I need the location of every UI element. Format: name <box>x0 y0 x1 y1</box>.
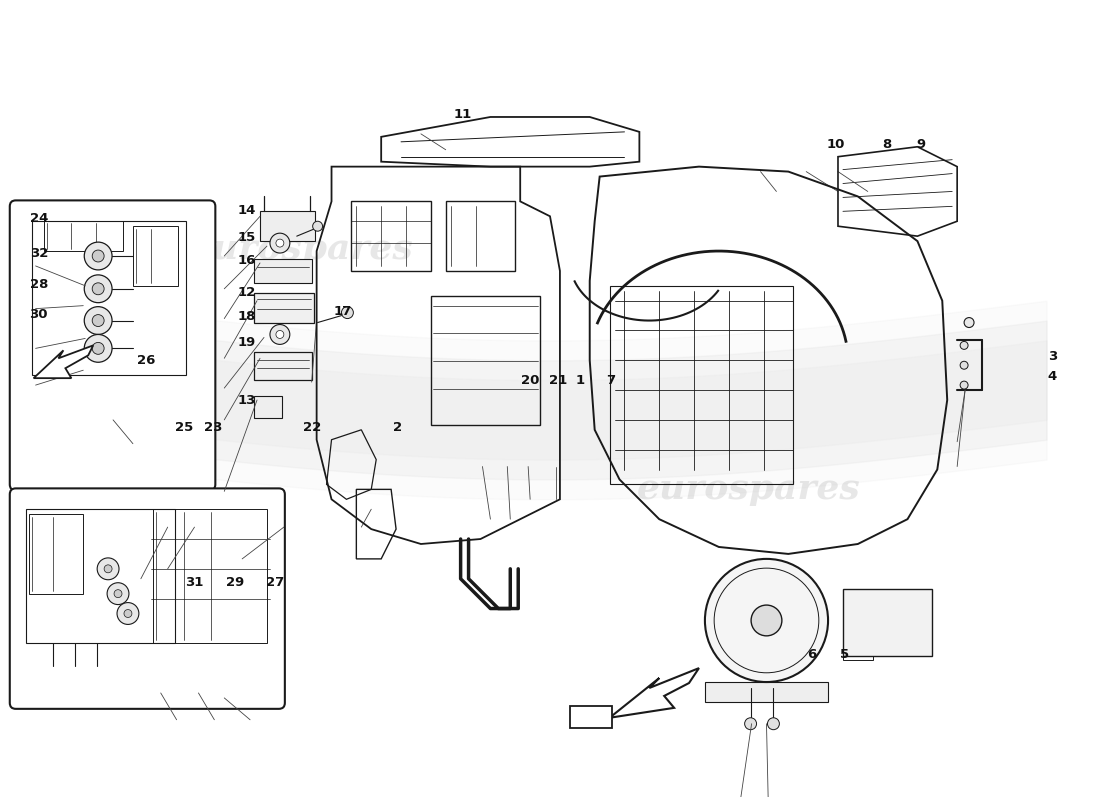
Bar <box>260 211 315 241</box>
Bar <box>29 514 84 594</box>
Circle shape <box>960 381 968 389</box>
Circle shape <box>92 342 104 354</box>
Bar <box>254 293 314 322</box>
Bar <box>843 589 933 656</box>
Circle shape <box>341 306 353 318</box>
Circle shape <box>768 718 780 730</box>
Text: 10: 10 <box>827 138 846 150</box>
Circle shape <box>85 306 112 334</box>
Text: 4: 4 <box>1048 370 1057 382</box>
Circle shape <box>751 605 782 636</box>
Circle shape <box>92 314 104 326</box>
Bar <box>153 510 267 643</box>
Polygon shape <box>34 346 94 378</box>
Bar <box>446 202 515 271</box>
Text: 22: 22 <box>302 422 321 434</box>
Text: 18: 18 <box>238 310 255 323</box>
Text: 28: 28 <box>30 278 48 291</box>
Text: 20: 20 <box>521 374 539 386</box>
Circle shape <box>312 222 322 231</box>
Text: 13: 13 <box>238 394 255 406</box>
Circle shape <box>92 283 104 294</box>
Text: 30: 30 <box>30 308 48 321</box>
Bar <box>431 296 540 425</box>
Bar <box>570 706 612 728</box>
Circle shape <box>960 362 968 370</box>
Text: 25: 25 <box>175 422 194 434</box>
Text: 23: 23 <box>205 422 222 434</box>
Text: 19: 19 <box>238 336 255 350</box>
Bar <box>351 202 431 271</box>
Circle shape <box>85 242 112 270</box>
Circle shape <box>92 250 104 262</box>
Bar <box>609 286 793 485</box>
Circle shape <box>85 334 112 362</box>
Circle shape <box>270 325 289 344</box>
Text: 9: 9 <box>916 138 926 150</box>
Bar <box>254 259 311 283</box>
Circle shape <box>960 342 968 350</box>
Text: 8: 8 <box>882 138 891 150</box>
Circle shape <box>964 318 974 327</box>
Bar <box>44 222 123 251</box>
Circle shape <box>270 233 289 253</box>
FancyBboxPatch shape <box>10 488 285 709</box>
Text: 21: 21 <box>549 374 566 386</box>
Circle shape <box>124 610 132 618</box>
Bar <box>254 352 311 380</box>
Text: 5: 5 <box>840 648 849 661</box>
Circle shape <box>85 275 112 302</box>
Text: 16: 16 <box>238 254 255 267</box>
Text: 31: 31 <box>185 576 204 590</box>
Text: 11: 11 <box>453 107 472 121</box>
Circle shape <box>114 590 122 598</box>
Text: 7: 7 <box>606 374 616 386</box>
Circle shape <box>745 718 757 730</box>
Circle shape <box>705 559 828 682</box>
Text: 3: 3 <box>1048 350 1057 363</box>
Circle shape <box>117 602 139 625</box>
Text: 12: 12 <box>238 286 255 299</box>
Text: 27: 27 <box>265 576 284 590</box>
Bar <box>32 222 186 375</box>
Bar <box>133 226 177 286</box>
Bar <box>843 648 872 660</box>
Polygon shape <box>609 668 698 718</box>
Text: eurospares: eurospares <box>190 232 414 266</box>
Text: 1: 1 <box>576 374 585 386</box>
Circle shape <box>276 330 284 338</box>
Bar <box>705 682 828 702</box>
Text: 29: 29 <box>227 576 244 590</box>
Circle shape <box>276 239 284 247</box>
Text: 2: 2 <box>393 422 402 434</box>
Text: 6: 6 <box>807 648 817 661</box>
Text: 32: 32 <box>30 246 48 259</box>
Text: 15: 15 <box>238 230 255 244</box>
FancyBboxPatch shape <box>10 200 216 490</box>
Circle shape <box>104 565 112 573</box>
Text: 24: 24 <box>30 212 48 226</box>
Text: 14: 14 <box>238 205 255 218</box>
Circle shape <box>107 582 129 605</box>
Text: eurospares: eurospares <box>637 472 860 506</box>
Bar <box>254 396 282 418</box>
Bar <box>25 510 175 643</box>
Circle shape <box>97 558 119 580</box>
Text: 26: 26 <box>136 354 155 366</box>
Text: 17: 17 <box>333 305 352 318</box>
